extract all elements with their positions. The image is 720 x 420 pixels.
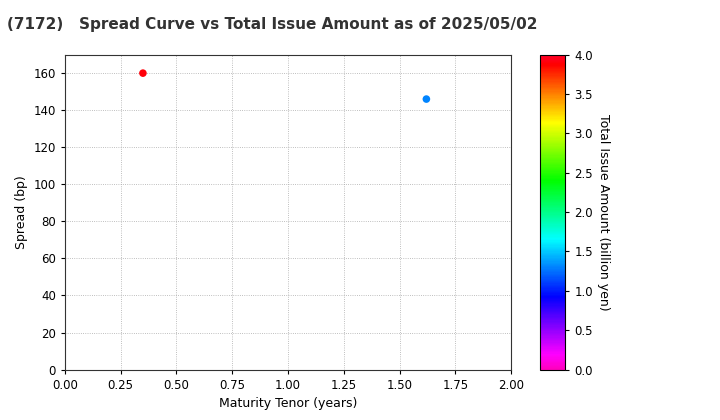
Text: (7172)   Spread Curve vs Total Issue Amount as of 2025/05/02: (7172) Spread Curve vs Total Issue Amoun… (7, 17, 538, 32)
X-axis label: Maturity Tenor (years): Maturity Tenor (years) (219, 397, 357, 410)
Point (420, 96, 432, 102)
Y-axis label: Total Issue Amount (billion yen): Total Issue Amount (billion yen) (596, 114, 610, 310)
Y-axis label: Spread (bp): Spread (bp) (15, 175, 28, 249)
Point (137, 70, 148, 76)
